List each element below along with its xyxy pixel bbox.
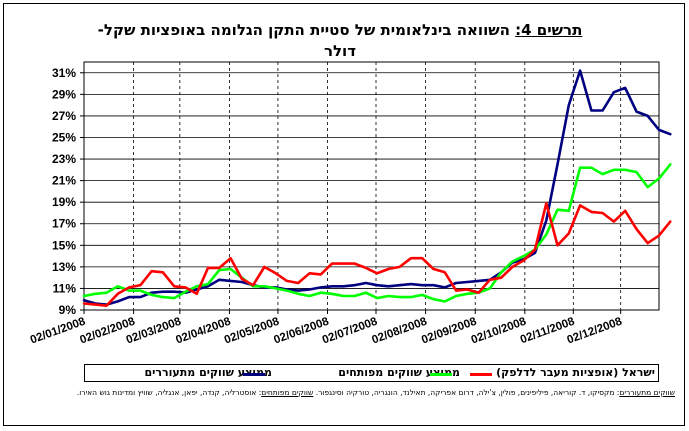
- footnote-emerging-text: : מקסיקו, ד. קוריאה, פיליפינים, פולין, צ…: [315, 388, 620, 397]
- y-tick-label: 31%: [52, 66, 76, 80]
- legend-emerging-swatch: [243, 373, 265, 376]
- y-tick-label: 29%: [52, 87, 76, 101]
- y-tick-label: 19%: [52, 195, 76, 209]
- y-tick-label: 13%: [52, 260, 76, 274]
- y-tick-label: 11%: [53, 281, 77, 295]
- footnote-developed-label: שווקים מפותחים: [261, 388, 314, 397]
- y-tick-label: 15%: [52, 238, 76, 252]
- legend-developed-label: ממוצע שווקים מפותחים: [338, 366, 460, 379]
- x-tick-label: 02/05/2008: [223, 315, 282, 346]
- x-tick-label: 02/12/2008: [565, 315, 624, 346]
- chart-title: תרשים 4: השוואה בינלאומית של סטיית התקן …: [60, 21, 620, 40]
- x-tick-label: 02/07/2008: [321, 315, 380, 346]
- legend-developed-swatch: [430, 373, 452, 376]
- legend-emerging: ממוצע שווקים מתעוררים: [145, 366, 272, 380]
- legend-developed: ממוצע שווקים מפותחים: [338, 366, 460, 380]
- legend-israel-label: ישראל (אופציות מעבר לדלפק): [496, 366, 655, 379]
- footnote-emerging-label: שווקים מתעוררים: [619, 388, 675, 397]
- legend-israel: ישראל (אופציות מעבר לדלפק): [496, 366, 655, 380]
- y-tick-label: 17%: [52, 217, 76, 231]
- y-tick-label: 27%: [52, 109, 76, 123]
- y-tick-label: 9%: [59, 303, 77, 317]
- footnote-developed-text: : אוסטרליה, קנדה, יפאן, אנגליה, שוויץ ומ…: [76, 388, 262, 397]
- y-tick-label: 25%: [52, 130, 76, 144]
- plot-area: [83, 61, 660, 311]
- y-tick-label: 23%: [52, 152, 76, 166]
- x-tick-label: 02/10/2008: [470, 315, 529, 346]
- chart-legend: ממוצע שווקים מתעוררים ממוצע שווקים מפותח…: [84, 364, 659, 382]
- chart-title-line1: השוואה בינלאומית של סטיית התקן הגלומה בא…: [97, 21, 510, 39]
- series-line-developed: [82, 163, 672, 303]
- x-tick-label: 02/01/2008: [29, 315, 88, 346]
- chart-title-line2: דולר: [323, 42, 357, 60]
- legend-israel-swatch: [470, 373, 492, 376]
- series-line-israel: [82, 202, 672, 308]
- y-tick-label: 21%: [52, 174, 76, 188]
- x-tick-label: 02/09/2008: [420, 315, 479, 346]
- chart-title-label: תרשים 4:: [515, 21, 583, 39]
- legend-emerging-label: ממוצע שווקים מתעוררים: [144, 366, 272, 379]
- footnote: שווקים מתעוררים: מקסיקו, ד. קוריאה, פילי…: [10, 387, 675, 399]
- x-tick-label: 02/08/2008: [370, 315, 429, 346]
